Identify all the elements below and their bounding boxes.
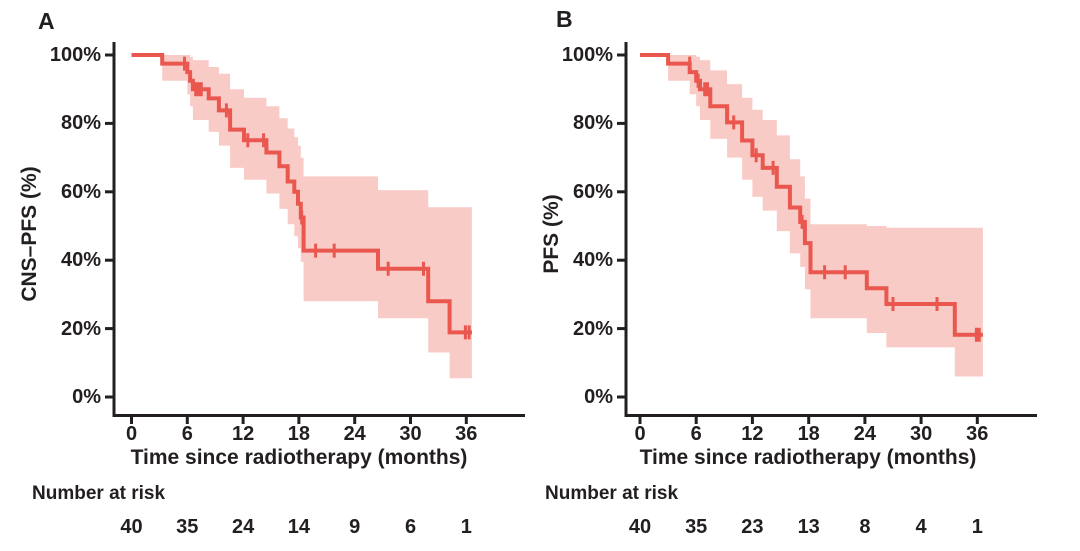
panel-b-y-tick-label: 40% <box>572 249 613 272</box>
panel-b-number-at-risk-value: 13 <box>797 516 820 538</box>
panel-a-number-at-risk-value: 40 <box>120 516 143 538</box>
panel-a-number-at-risk-value: 6 <box>404 516 417 538</box>
panel-a-x-tick-label: 18 <box>287 423 311 445</box>
panel-a-number-at-risk-value: 24 <box>231 516 255 538</box>
panel-b-x-tick-label: 18 <box>797 423 820 445</box>
panel-a-x-tick-label: 0 <box>125 423 138 445</box>
panel-b-number-at-risk-label: Number at risk <box>545 483 679 504</box>
panel-a-x-axis-title: Time since radiotherapy (months) <box>130 446 468 469</box>
panel-b-x-tick-label: 6 <box>690 423 702 445</box>
panel-a-y-tick-label: 20% <box>60 317 101 340</box>
panel-b-x-tick-label: 36 <box>966 423 989 445</box>
panel-b-censor-marks <box>688 56 981 342</box>
panel-b-x-tick-label: 0 <box>634 423 646 445</box>
panel-b-number-at-risk-value: 8 <box>859 516 871 538</box>
panel-b-y-tick-label: 0% <box>584 386 613 408</box>
panel-a-number-at-risk-label: Number at risk <box>32 483 166 504</box>
panel-b-number-at-risk-value: 40 <box>628 516 652 538</box>
panel-b-x-tick-label: 12 <box>741 423 764 445</box>
panel-b-number-at-risk-value: 23 <box>741 516 764 538</box>
panel-b-y-tick-label: 80% <box>572 112 613 135</box>
panel-b-survival-curve <box>640 53 983 337</box>
panel-b-x-tick-label: 30 <box>909 423 933 445</box>
panel-a-x-tick-label: 36 <box>455 423 478 445</box>
panel-b-confidence-band <box>668 55 983 377</box>
panel-a-y-tick-label: 60% <box>60 180 101 203</box>
panel-a-y-tick-label: 100% <box>49 44 101 66</box>
panel-b-number-at-risk-value: 35 <box>685 516 708 538</box>
panel-b-y-tick-label: 60% <box>572 180 613 203</box>
panel-a-y-tick-label: 0% <box>72 386 101 408</box>
panel-a-number-at-risk-value: 35 <box>176 516 199 538</box>
panel-b-number-at-risk-value: 1 <box>971 516 983 538</box>
panel-a-x-tick-label: 24 <box>343 423 366 445</box>
panel-a-x-tick-label: 6 <box>181 423 193 445</box>
panel-b-y-tick-label: 100% <box>561 44 613 66</box>
panel-a-survival-curve <box>131 53 472 335</box>
panel-a-confidence-band <box>162 55 472 379</box>
panel-a-letter: A <box>38 8 55 34</box>
panel-a-censor-marks <box>183 56 471 340</box>
panel-b-x-axis-title: Time since radiotherapy (months) <box>639 446 977 469</box>
panel-a-number-at-risk-value: 9 <box>349 516 361 538</box>
panel-a-number-at-risk-value: 14 <box>287 516 311 538</box>
panel-b-letter: B <box>556 6 573 32</box>
panel-a-y-tick-label: 40% <box>60 249 101 272</box>
panel-a-y-tick-label: 80% <box>60 112 101 135</box>
panel-b-x-tick-label: 24 <box>853 423 877 445</box>
panel-a-number-at-risk-value: 1 <box>460 516 472 538</box>
panel-a-x-tick-label: 30 <box>399 423 422 445</box>
panel-b-y-tick-label: 20% <box>572 317 613 340</box>
panel-b-number-at-risk-value: 4 <box>915 516 927 538</box>
panel-a-x-tick-label: 12 <box>231 423 255 445</box>
